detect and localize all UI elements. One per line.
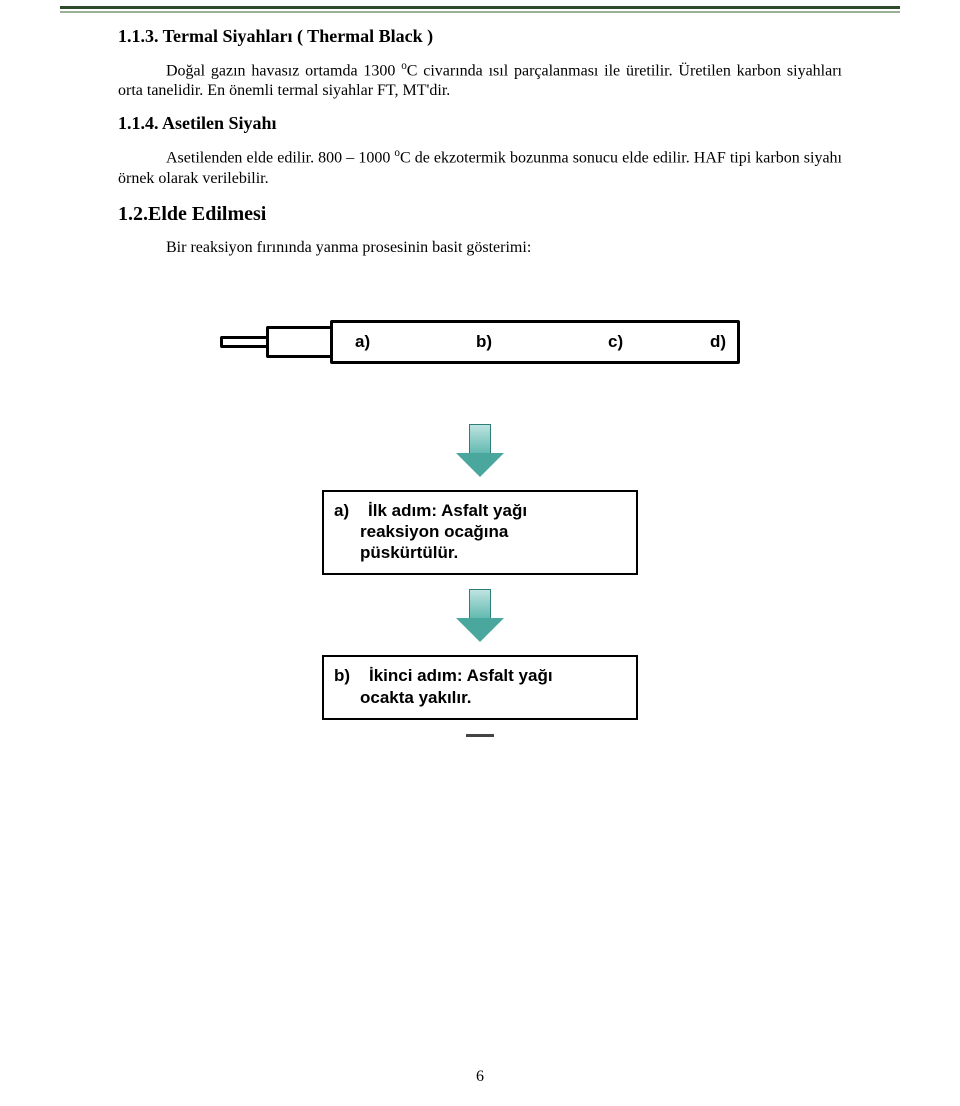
page: 1.1.3. Termal Siyahları ( Thermal Black … — [0, 0, 960, 1106]
reactor-nozzle-outer — [266, 326, 336, 358]
reactor-label-a: a) — [355, 332, 370, 352]
reactor-label-d: d) — [710, 332, 726, 352]
top-rule-dark — [60, 6, 900, 9]
page-number: 6 — [0, 1068, 960, 1086]
reactor-label-c: c) — [608, 332, 623, 352]
para-1-1-4: Asetilenden elde edilir. 800 – 1000 oC d… — [118, 146, 842, 188]
heading-1-2: 1.2.Elde Edilmesi — [118, 203, 842, 226]
content-area: 1.1.3. Termal Siyahları ( Thermal Black … — [118, 26, 842, 737]
step-box-a: a) İlk adım: Asfalt yağı reaksiyon ocağı… — [322, 490, 638, 576]
step-b-tag: b) — [334, 666, 350, 685]
step-box-b: b) İkinci adım: Asfalt yağı ocakta yakıl… — [322, 655, 638, 720]
top-rule-light — [60, 11, 900, 13]
step-a-tag: a) — [334, 501, 349, 520]
heading-1-1-4: 1.1.4. Asetilen Siyahı — [118, 113, 842, 134]
para-1-1-3: Doğal gazın havasız ortamda 1300 oC civa… — [118, 59, 842, 101]
reactor-body — [330, 320, 740, 364]
step-b-line2: ocakta yakılır. — [334, 687, 626, 708]
para-1-1-4-pre: Asetilenden elde edilir. 800 – 1000 — [166, 150, 394, 167]
para-1-2-intro: Bir reaksiyon fırınında yanma prosesinin… — [118, 238, 842, 258]
step-b-line1: İkinci adım: Asfalt yağı — [369, 666, 553, 685]
step-a-line1: İlk adım: Asfalt yağı — [368, 501, 527, 520]
arrow-down-icon — [451, 424, 509, 480]
reactor-label-b: b) — [476, 332, 492, 352]
step-a-line2: reaksiyon ocağına — [334, 521, 626, 542]
continuation-dash — [466, 734, 494, 737]
para-1-1-3-pre: Doğal gazın havasız ortamda 1300 — [166, 62, 401, 79]
figure-wrap: a) b) c) d) a) İlk adım: Asfalt yağı rea… — [118, 286, 842, 737]
heading-1-1-3: 1.1.3. Termal Siyahları ( Thermal Black … — [118, 26, 842, 47]
arrow-down-icon — [451, 589, 509, 645]
step-a-line3: püskürtülür. — [334, 542, 626, 563]
reactor-diagram: a) b) c) d) — [220, 286, 740, 406]
